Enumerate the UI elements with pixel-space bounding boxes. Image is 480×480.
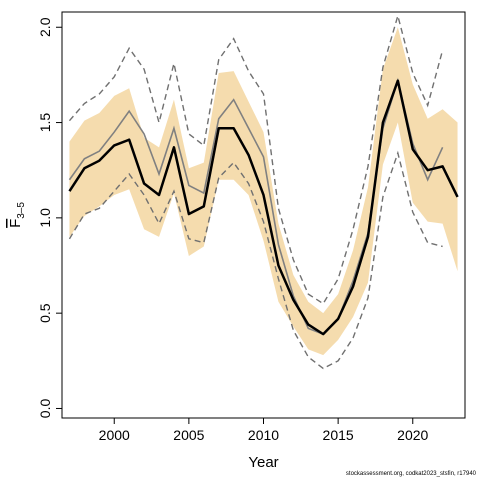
y-tick-label: 1.5 — [37, 113, 53, 133]
y-tick-label: 2.0 — [37, 17, 53, 37]
x-tick-label: 2000 — [99, 427, 130, 443]
current-estimate-line — [68, 79, 459, 336]
x-tick-label: 2020 — [397, 427, 428, 443]
y-axis-title-subscript: 3–5 — [16, 202, 27, 219]
x-tick-label: 2015 — [323, 427, 354, 443]
y-tick-label: 0.0 — [37, 399, 53, 419]
x-axis: 2000 2005 2010 2015 2020 — [99, 417, 429, 443]
x-tick-label: 2005 — [173, 427, 204, 443]
y-tick-label: 1.0 — [37, 208, 53, 228]
previous-lower-ci-line — [68, 150, 443, 370]
previous-upper-ci-line — [68, 13, 444, 305]
y-axis-title-base: F — [7, 219, 24, 228]
footnote: stockassessment.org, codkat2023_stsfin, … — [345, 471, 476, 477]
y-axis-title: F3–5 — [7, 202, 27, 228]
y-tick-label: 0.5 — [37, 303, 53, 323]
x-tick-label: 2010 — [248, 427, 279, 443]
x-axis-title: Year — [248, 454, 278, 471]
svg-text:F3–5: F3–5 — [7, 202, 27, 228]
plot-area — [68, 13, 459, 370]
confidence-band — [69, 27, 458, 356]
y-axis: 0.0 0.5 1.0 1.5 2.0 — [37, 17, 63, 419]
